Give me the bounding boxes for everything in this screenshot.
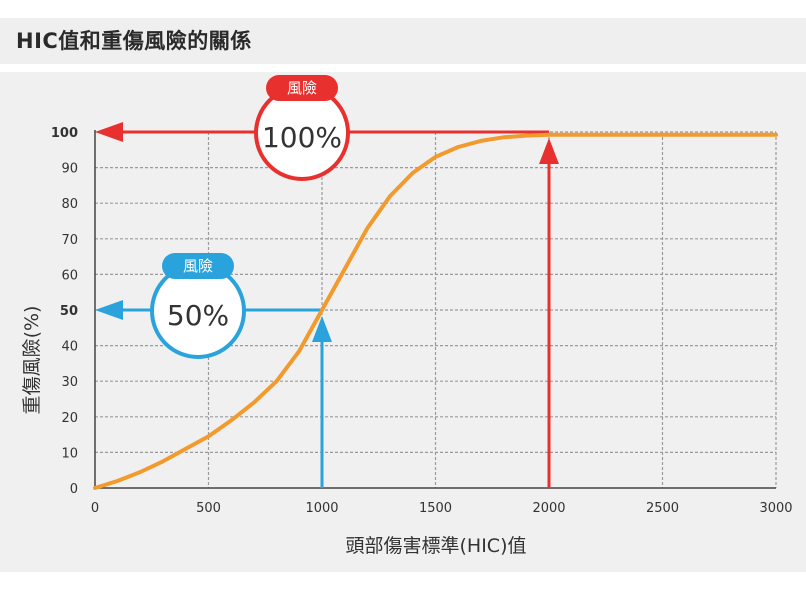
- x-axis-label: 頭部傷害標準(HIC)值: [346, 535, 527, 557]
- x-tick-label: 1500: [419, 501, 452, 516]
- curve-layer: [93, 132, 778, 490]
- y-tick-label: 60: [61, 268, 78, 283]
- y-tick-label: 40: [61, 340, 78, 355]
- page-title: HIC值和重傷風險的關係: [16, 29, 252, 53]
- callout-value: 50%: [167, 299, 229, 332]
- x-tick-label: 500: [196, 501, 221, 516]
- callout-label-badge: [162, 253, 234, 279]
- y-tick-label: 10: [61, 446, 78, 461]
- y-tick-label: 90: [61, 162, 78, 177]
- y-axis-label: 重傷風險(%): [21, 306, 43, 415]
- grid: [94, 130, 777, 489]
- x-tick-label: 1000: [305, 501, 338, 516]
- y-tick-label: 20: [61, 411, 78, 426]
- vertical-arrow-head: [312, 316, 332, 342]
- callout-label-badge: [266, 75, 338, 101]
- y-tick-label: 50: [60, 304, 78, 319]
- y-tick-label: 0: [70, 482, 78, 497]
- title-band: [0, 18, 806, 64]
- x-tick-label: 2000: [532, 501, 565, 516]
- y-tick-label: 70: [61, 233, 78, 248]
- header: HIC值和重傷風險的關係: [0, 0, 806, 72]
- risk-curve: [93, 132, 778, 490]
- chart-panel: 0 10 20 30 40 50 60 70 80 90 100 0 500 1000 1500 2000 25…: [0, 72, 806, 572]
- vertical-arrow-head: [539, 138, 559, 164]
- horizontal-arrow-head: [95, 122, 123, 142]
- x-tick-label: 0: [91, 501, 99, 516]
- callout-value: 100%: [262, 121, 342, 154]
- x-tick-label: 2500: [646, 501, 679, 516]
- callout-label: 風險: [183, 257, 213, 275]
- y-tick-label: 100: [51, 126, 78, 141]
- callouts: 風險 100% 風險 50%: [150, 75, 350, 359]
- x-tick-label: 3000: [759, 501, 792, 516]
- horizontal-arrow-head: [95, 300, 123, 320]
- callout-label: 風險: [287, 79, 317, 97]
- y-tick-label: 80: [61, 197, 78, 212]
- y-tick-label: 30: [61, 375, 78, 390]
